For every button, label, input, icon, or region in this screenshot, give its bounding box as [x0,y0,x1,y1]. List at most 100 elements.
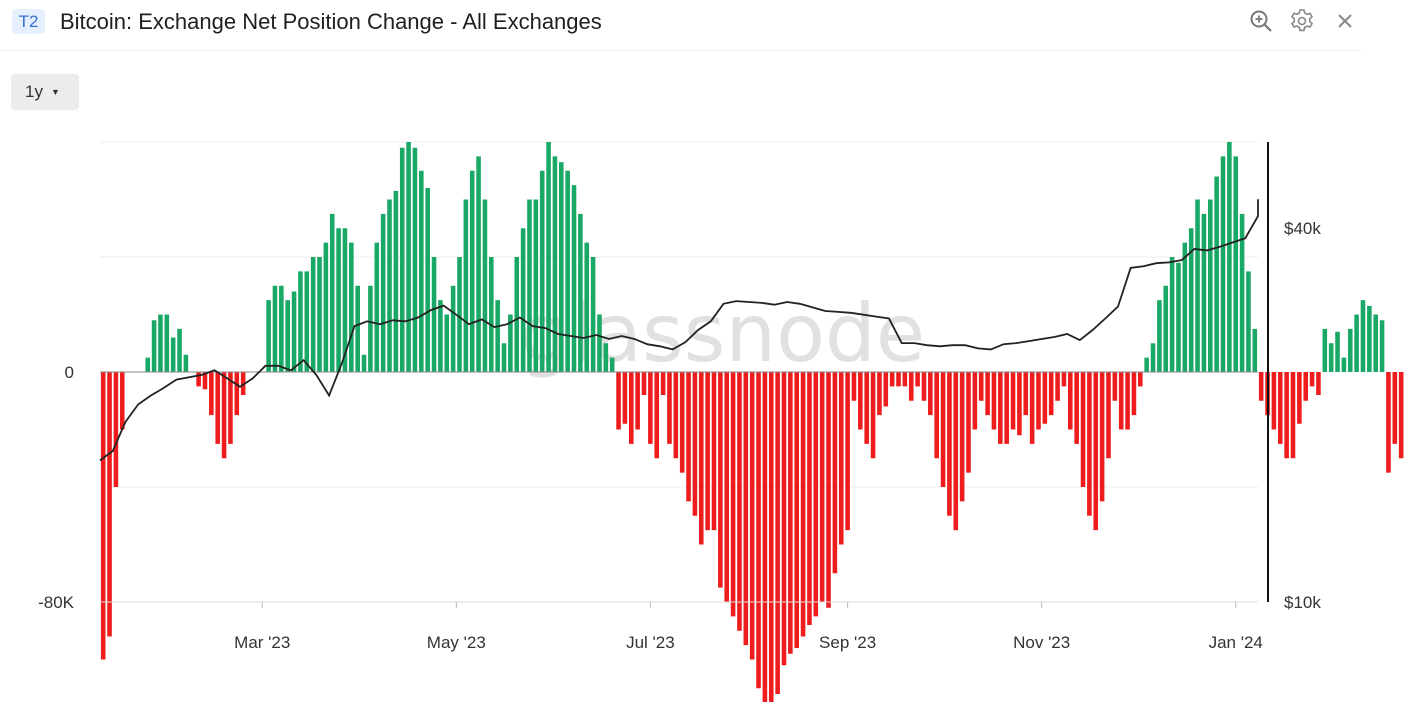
bar [622,372,628,424]
chevron-down-icon: ▼ [50,87,60,97]
bar [1131,372,1137,416]
bar [1004,372,1009,444]
bar [1322,328,1328,373]
bar [1207,199,1213,372]
y-right-tick-label: $10k [1284,593,1321,612]
bar [1112,372,1118,401]
bar [209,372,214,416]
bar [158,314,163,372]
bar [1373,314,1378,372]
bar [794,372,799,648]
bar [1093,372,1099,531]
bar [609,357,615,373]
bar [1068,372,1073,430]
bar [1316,372,1321,395]
bar [1182,242,1188,373]
x-tick-label: May '23 [427,633,486,652]
bar [1335,331,1340,372]
bar [349,242,354,373]
bar [972,372,978,430]
bar [565,170,570,372]
bar [756,372,761,689]
bar [119,372,125,430]
settings-icon[interactable] [1289,8,1315,34]
time-range-label: 1y [25,82,43,101]
bar [501,343,507,372]
bar [775,372,780,694]
bar [285,300,290,373]
bar [673,372,679,459]
bar [1328,343,1334,372]
bar [1246,271,1251,373]
bar [915,372,920,387]
bar [1284,372,1289,459]
bar [1125,372,1130,430]
bar [1010,372,1016,430]
bar [1258,372,1264,401]
bar [323,242,329,373]
bar [1055,372,1060,401]
bar [597,314,602,372]
bar [1398,372,1404,459]
bar [1277,372,1283,444]
bar [807,372,812,625]
bar [177,328,182,373]
bar [985,372,990,416]
bar [374,242,380,373]
bar [1017,372,1022,436]
price-line [99,199,1259,462]
bar [1201,213,1207,373]
bar [1042,372,1048,424]
bar [1118,372,1124,430]
bar [457,257,462,372]
time-range-dropdown[interactable]: 1y ▼ [11,74,79,110]
y-left-tick-label: 0 [65,363,74,382]
bar [858,372,863,430]
chart-id-badge: T2 [12,9,45,34]
bar [1214,176,1219,372]
bar [718,372,723,588]
bar [1188,228,1194,372]
bar [813,372,819,617]
bar [1271,372,1277,430]
zoom-icon[interactable] [1248,8,1274,34]
bar [1392,372,1398,444]
bar [819,372,825,602]
bar [151,320,157,372]
bar [781,372,787,666]
bar [266,300,271,373]
bar [164,314,170,372]
bar [628,372,634,444]
bar [170,337,176,372]
bar [1138,372,1143,387]
bar [616,372,621,430]
x-tick-label: Mar '23 [234,633,290,652]
bar [215,372,220,444]
bar [1227,142,1232,372]
bar [234,372,240,416]
bar [279,285,284,372]
x-tick-label: Jan '24 [1209,633,1263,652]
bar [1290,372,1296,459]
bar [679,372,685,473]
bar [870,372,876,459]
bar [953,372,959,531]
bar [1036,372,1041,430]
bar [1354,314,1359,372]
bar [883,372,889,407]
bar [838,372,844,545]
bar [1367,305,1372,373]
bar [648,372,653,444]
bar [520,228,526,372]
close-icon[interactable] [1332,8,1358,34]
bar [571,185,577,373]
bar [482,199,488,372]
bar [100,372,106,660]
bar [1341,357,1347,373]
bar [940,372,946,487]
bar [387,199,392,372]
bar [686,372,691,502]
bar [902,372,908,387]
bar [724,372,730,602]
bar [1252,328,1258,373]
